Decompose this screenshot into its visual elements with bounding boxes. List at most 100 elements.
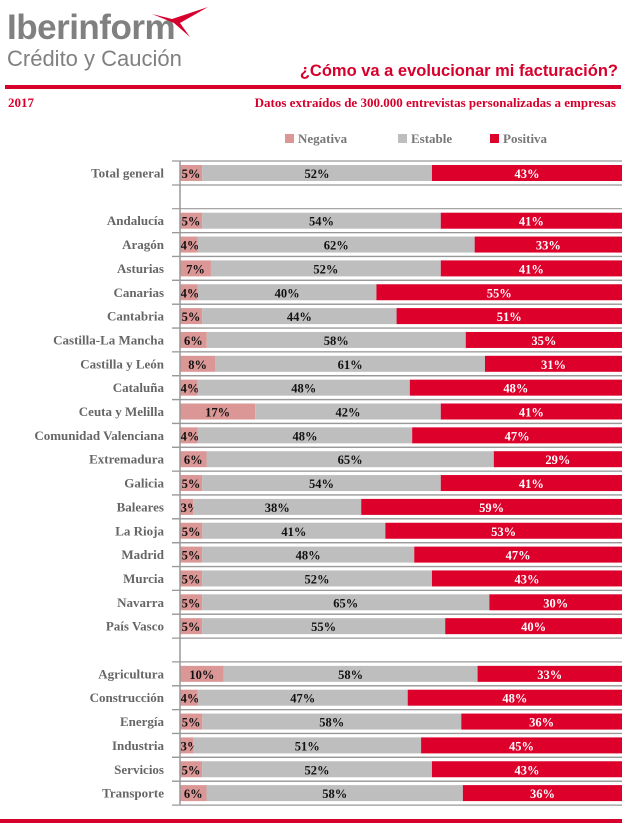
bar-negativa (180, 475, 203, 492)
category-label: Extremadura (89, 452, 164, 467)
data-label: 52% (313, 262, 338, 276)
data-label: 29% (545, 453, 570, 467)
data-label: 53% (491, 525, 516, 539)
bar-positiva (440, 260, 622, 277)
bar-negativa (180, 260, 211, 277)
category-label: Agricultura (98, 666, 164, 681)
data-label: 17% (205, 406, 230, 420)
data-label: 40% (521, 620, 546, 634)
data-label: 55% (487, 286, 512, 300)
bar-negativa (180, 331, 207, 348)
bar-negativa (180, 522, 203, 539)
data-label: 5% (182, 620, 201, 634)
legend-label-estable: Estable (411, 131, 452, 146)
bar-estable (202, 475, 441, 492)
bar-negativa (180, 355, 216, 372)
data-label: 59% (479, 501, 504, 515)
data-label: 58% (319, 716, 344, 730)
bar-negativa (180, 570, 203, 587)
header-divider (5, 85, 621, 89)
category-label: Comunidad Valenciana (34, 428, 164, 443)
category-label: Energía (120, 714, 165, 729)
data-label: 65% (333, 596, 358, 610)
bar-positiva (477, 665, 622, 682)
legend-label-positiva: Positiva (503, 131, 548, 146)
data-label: 33% (536, 239, 561, 253)
data-label: 41% (519, 262, 544, 276)
data-label: 5% (182, 763, 201, 777)
bar-estable (197, 427, 413, 444)
year-label: 2017 (8, 95, 34, 110)
bar-positiva (489, 594, 622, 611)
category-label: Construcción (90, 690, 165, 705)
data-label: 48% (296, 549, 321, 563)
data-label: 4% (181, 429, 200, 443)
data-label: 33% (537, 668, 562, 682)
bar-negativa (180, 236, 198, 253)
bar-estable (215, 355, 485, 372)
bar-estable (202, 165, 432, 181)
bar-negativa (180, 594, 203, 611)
category-label: La Rioja (115, 523, 164, 538)
category-label: Cataluña (113, 380, 165, 395)
data-label: 61% (338, 358, 363, 372)
data-label: 42% (335, 406, 360, 420)
bar-negativa (180, 761, 203, 778)
data-label: 5% (182, 215, 201, 229)
data-label: 5% (182, 549, 201, 563)
bar-estable (202, 761, 432, 778)
data-label: 54% (309, 215, 334, 229)
data-label: 43% (514, 572, 539, 586)
data-label: 4% (181, 692, 200, 706)
bar-positiva (474, 236, 622, 253)
data-label: 35% (531, 334, 556, 348)
bar-estable (210, 260, 441, 277)
data-label: 36% (530, 787, 555, 801)
bar-positiva (462, 785, 622, 802)
bar-positiva (440, 212, 622, 229)
category-label: Aragón (122, 237, 165, 252)
category-label: Castilla-La Mancha (53, 332, 164, 347)
data-label: 54% (309, 477, 334, 491)
data-label: 41% (519, 477, 544, 491)
data-label: 6% (184, 334, 203, 348)
data-label: 58% (338, 668, 363, 682)
bar-positiva (361, 498, 622, 515)
bar-positiva (465, 331, 622, 348)
category-label: Galicia (124, 476, 164, 491)
data-label: 52% (305, 572, 330, 586)
bar-negativa (180, 546, 203, 563)
data-label: 5% (182, 572, 201, 586)
bar-positiva (407, 689, 622, 706)
category-label: País Vasco (106, 619, 164, 634)
bar-positiva (421, 737, 622, 754)
data-label: 4% (181, 382, 200, 396)
data-label: 48% (291, 382, 316, 396)
bar-positiva (484, 355, 622, 372)
bar-negativa (180, 713, 203, 730)
category-label: Canarias (113, 285, 164, 300)
data-label: 5% (182, 716, 201, 730)
legend-label-negativa: Negativa (298, 131, 348, 146)
data-label: 30% (543, 596, 568, 610)
bar-negativa (180, 308, 203, 325)
data-label: 5% (182, 167, 201, 181)
chart-subtitle: Datos extraídos de 300.000 entrevistas p… (254, 95, 616, 110)
logo-arrow-icon (152, 7, 208, 37)
data-label: 41% (519, 215, 544, 229)
bar-estable (202, 212, 441, 229)
bar-negativa (180, 379, 198, 396)
data-label: 5% (182, 310, 201, 324)
data-label: 58% (322, 787, 347, 801)
data-label: 43% (514, 167, 539, 181)
data-label: 4% (181, 286, 200, 300)
category-label: Castilla y León (80, 356, 165, 371)
data-label: 48% (503, 382, 528, 396)
bar-negativa (180, 618, 203, 635)
data-label: 47% (290, 692, 315, 706)
category-label: Ceuta y Melilla (79, 404, 165, 419)
data-label: 5% (182, 525, 201, 539)
bar-estable (197, 379, 410, 396)
data-label: 36% (529, 716, 554, 730)
category-label: Murcia (123, 571, 164, 586)
